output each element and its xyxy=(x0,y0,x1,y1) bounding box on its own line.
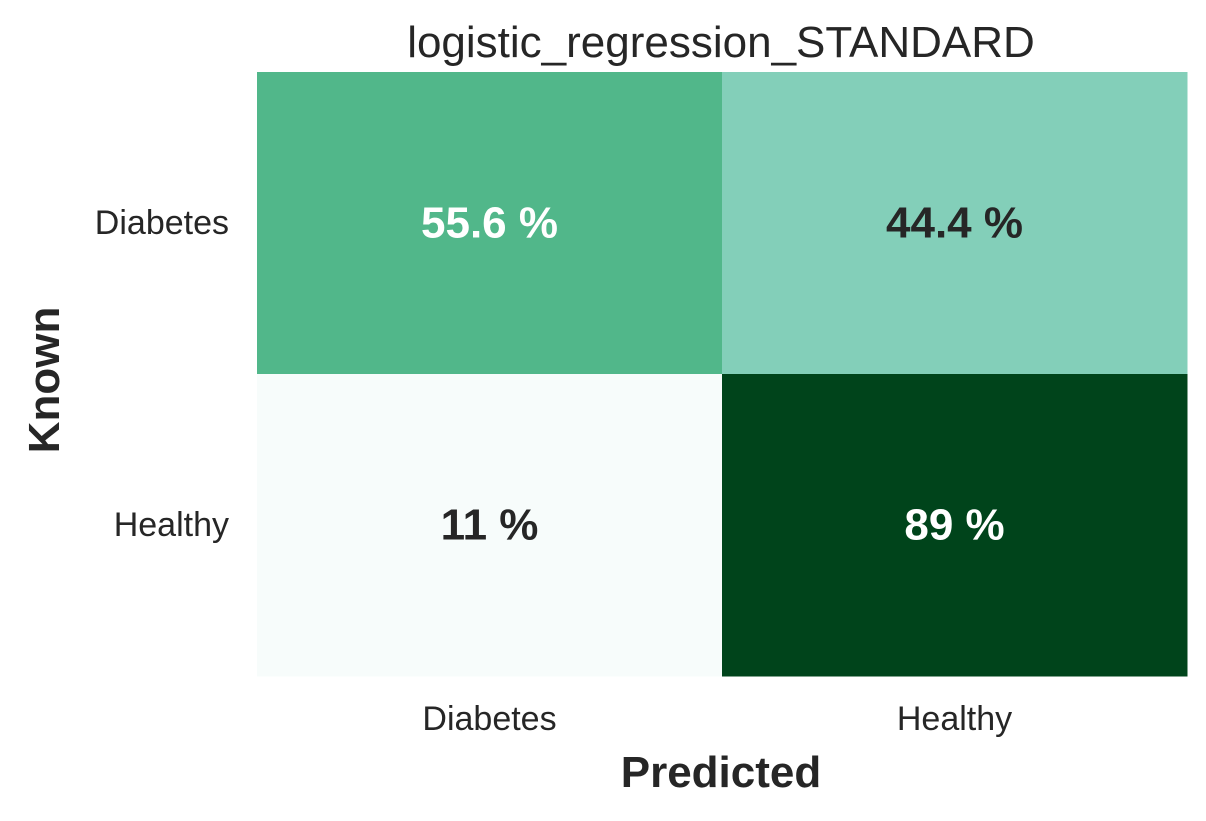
heatmap-cell xyxy=(722,72,1188,375)
y-tick-labels: Diabetes Healthy xyxy=(95,204,229,544)
chart-title: logistic_regression_STANDARD xyxy=(407,18,1035,67)
x-tick-label: Healthy xyxy=(897,700,1012,738)
y-tick-label: Healthy xyxy=(114,506,229,544)
cell-value-label: 55.6 % xyxy=(421,199,558,248)
x-tick-label: Diabetes xyxy=(422,700,556,738)
heatmap-cell xyxy=(257,374,723,677)
x-tick-labels: Diabetes Healthy xyxy=(422,700,1012,738)
cell-labels: 55.6 % 44.4 % 11 % 89 % xyxy=(421,199,1023,550)
heatmap-cell xyxy=(257,72,723,375)
cell-value-label: 11 % xyxy=(441,501,539,550)
y-axis-label: Known xyxy=(20,307,69,454)
cell-value-label: 89 % xyxy=(904,501,1004,550)
y-tick-label: Diabetes xyxy=(95,204,229,242)
heatmap-cell xyxy=(722,374,1188,677)
x-axis-label: Predicted xyxy=(621,748,822,797)
heatmap-cells xyxy=(257,72,1188,677)
cell-value-label: 44.4 % xyxy=(886,199,1023,248)
